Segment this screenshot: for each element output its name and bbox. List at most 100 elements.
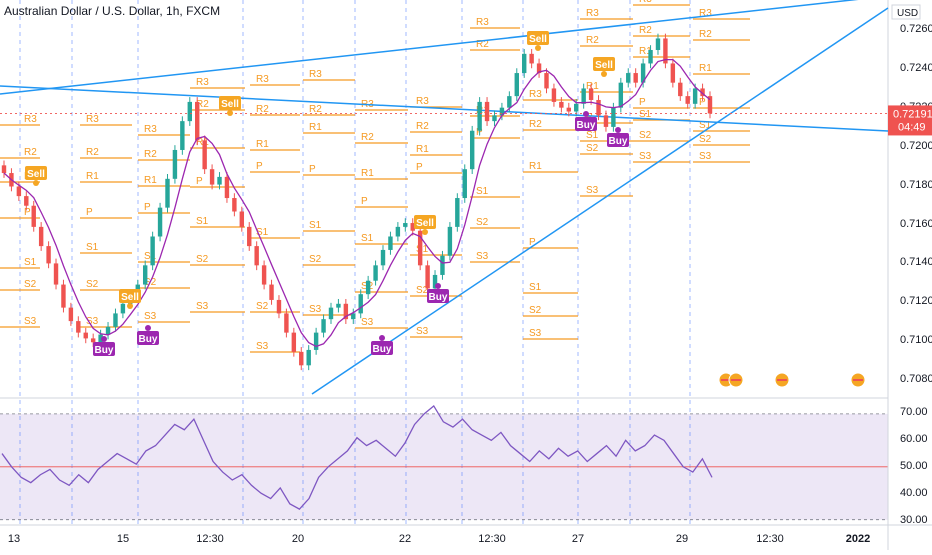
candle-body	[484, 101, 490, 122]
candle-body	[633, 73, 638, 83]
pivot-label: P	[256, 161, 263, 172]
pivot-label: R1	[144, 175, 157, 186]
pivot-label: S2	[196, 254, 209, 265]
candle-body	[328, 307, 334, 320]
candle-body	[61, 284, 66, 308]
buy-marker-label: Buy	[95, 345, 114, 356]
pivot-label: S1	[256, 227, 269, 238]
pivot-label: S3	[86, 316, 99, 327]
pivot-label: S1	[24, 257, 37, 268]
candle-body	[83, 332, 88, 339]
pivot-label: R2	[86, 147, 99, 158]
buy-marker-box	[93, 342, 115, 356]
candle-body	[31, 205, 36, 227]
pivot-label: R2	[699, 29, 712, 40]
pivot-label: S1	[361, 233, 374, 244]
candle-body	[700, 88, 705, 97]
pivot-label: R2	[144, 149, 157, 160]
pivot-label: P	[529, 237, 536, 248]
current-price-badge	[888, 105, 932, 136]
sell-marker-box	[414, 215, 436, 229]
candle-body	[455, 198, 460, 227]
candle-body	[284, 313, 289, 333]
candle-body	[351, 313, 356, 320]
sell-marker-box	[527, 31, 549, 45]
candle-body	[380, 249, 386, 266]
candle-body	[232, 198, 237, 212]
sell-marker-dot	[422, 229, 428, 235]
buy-marker-dot	[101, 336, 107, 342]
candle-body	[321, 319, 326, 333]
candle-body	[522, 53, 527, 74]
time-tick-label: 12:30	[196, 533, 224, 545]
pivot-label: R1	[86, 171, 99, 182]
buy-marker-dot	[145, 325, 151, 331]
pivot-label: R2	[256, 104, 269, 115]
candle-body	[157, 207, 163, 237]
pivot-label: R1	[699, 63, 712, 74]
candle-body	[692, 88, 698, 104]
candle-body	[663, 38, 668, 64]
candle-body	[574, 103, 579, 112]
candle-body	[611, 107, 616, 127]
currency-box	[891, 4, 921, 20]
pivot-label: S1	[196, 216, 209, 227]
candle-body	[247, 226, 252, 247]
pivot-label: R3	[256, 74, 269, 85]
pivot-label: S3	[144, 311, 157, 322]
time-tick-label: 27	[572, 533, 584, 545]
candle-body	[313, 332, 319, 350]
pivot-label: S2	[639, 130, 652, 141]
candle-body	[410, 223, 415, 231]
buy-marker-dot	[615, 127, 621, 133]
candle-body	[603, 115, 609, 127]
candle-body	[365, 280, 371, 295]
moving-average-line	[3, 58, 711, 348]
pivot-label: R3	[144, 124, 157, 135]
pivot-label: P	[86, 207, 93, 218]
pivot-label: S2	[529, 305, 542, 316]
buy-marker-dot	[583, 111, 589, 117]
candle-body	[566, 107, 572, 112]
candle-body	[707, 96, 713, 114]
candle-body	[618, 82, 624, 108]
pivot-label: S2	[586, 143, 599, 154]
pivot-label: R3	[196, 77, 209, 88]
pivot-label: R1	[586, 81, 599, 92]
pivot-label: P	[639, 97, 646, 108]
candle-body	[254, 246, 259, 266]
pivot-label: S3	[476, 251, 489, 262]
sell-marker-label: Sell	[416, 218, 434, 229]
current-price-value: 0.72191	[893, 108, 932, 120]
candle-body	[195, 101, 200, 141]
candle-body	[551, 88, 557, 102]
candle-body	[425, 265, 430, 289]
pivot-label: R3	[24, 114, 37, 125]
candle-body	[269, 284, 274, 300]
candle-body	[581, 88, 586, 104]
candle-body	[469, 130, 475, 170]
candle-body	[462, 169, 467, 199]
pivot-label: S3	[361, 317, 374, 328]
candle-body	[358, 294, 363, 314]
pivot-label: S2	[86, 279, 99, 290]
pivot-label: S3	[196, 301, 209, 312]
trend-line-support	[311, 7, 889, 395]
pivot-label: R1	[529, 161, 542, 172]
pivot-label: S1	[586, 130, 599, 141]
sell-marker-label: Sell	[121, 292, 139, 303]
candle-body	[172, 149, 178, 179]
candle-body	[640, 63, 646, 83]
rsi-tick-label: 50.00	[900, 460, 928, 472]
time-tick-label: 12:30	[478, 533, 506, 545]
candle-body	[588, 88, 594, 100]
candle-body	[626, 73, 631, 83]
pivot-label: S2	[416, 285, 429, 296]
candle-body	[648, 49, 653, 64]
candle-body	[38, 226, 44, 247]
pivot-label: S2	[256, 301, 269, 312]
